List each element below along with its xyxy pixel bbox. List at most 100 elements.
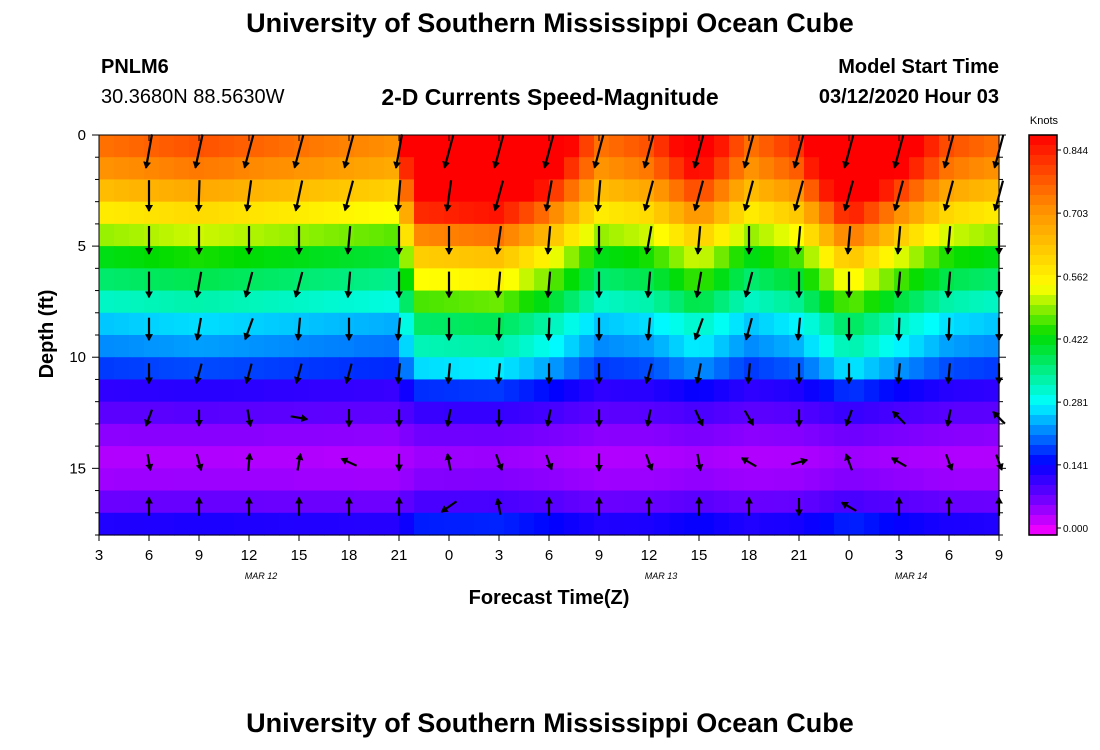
heatmap-cell [459,179,475,203]
current-vector [944,317,953,342]
current-vector [692,180,705,212]
heatmap-cell [684,268,700,292]
heatmap-cell [654,268,670,292]
heatmap-cell [309,268,325,292]
heatmap-cell [969,423,985,447]
heatmap-cell [309,223,325,247]
heatmap-cell [699,379,715,403]
heatmap-cell [984,312,1000,336]
heatmap-cell [429,335,445,358]
heatmap-cell [264,512,280,536]
heatmap-cell [549,490,565,514]
heatmap-cell [639,268,655,292]
current-vector [890,457,907,468]
heatmap-cell [174,423,190,447]
heatmap-cell [264,135,280,158]
heatmap-cell [279,379,295,403]
current-vector [743,271,754,298]
heatmap-cell [939,379,955,403]
current-vector [840,501,857,512]
current-vector [545,454,554,471]
current-vector [494,271,503,299]
heatmap-cell [249,401,265,425]
heatmap-cell [684,135,700,158]
heatmap-cell [309,335,325,358]
heatmap-cell [669,490,685,514]
heatmap-cell [864,357,880,381]
heatmap-cell [924,179,940,203]
heatmap-cell [324,246,340,269]
heatmap-cell [129,312,145,336]
heatmap-cell [174,290,190,314]
colorbar-tick-label: 0.422 [1063,335,1088,346]
heatmap-cell [774,179,790,203]
current-vector [295,452,304,471]
heatmap-cell [309,157,325,181]
current-vector [644,317,653,341]
heatmap-cell [984,335,1000,358]
heatmap-cell [399,268,415,292]
heatmap-cell [819,179,835,203]
heatmap-cell [699,468,715,492]
heatmap-cell [564,290,580,314]
heatmap-cell [384,135,400,158]
heatmap-cell [114,401,130,425]
heatmap-cell [594,423,610,447]
heatmap-cell [624,290,640,314]
heatmap-cell [894,268,910,292]
heatmap-cell [879,290,895,314]
heatmap-cell [504,468,520,492]
heatmap-cell [474,312,490,336]
heatmap-cell [264,179,280,203]
heatmap-cell [399,379,415,403]
heatmap-cell [969,357,985,381]
heatmap-cell [384,290,400,314]
heatmap-cell [309,357,325,381]
heatmap-cell [894,468,910,492]
heatmap-cell [399,290,415,314]
heatmap-cell [99,246,115,269]
current-vector [892,410,906,425]
heatmap-cell [174,157,190,181]
x-tick-label: 12 [641,547,658,564]
heatmap-cell [534,423,550,447]
heatmap-cell [669,335,685,358]
heatmap-cell [624,246,640,269]
heatmap-cell [369,246,385,269]
heatmap-cell [954,490,970,514]
heatmap-cell [99,179,115,203]
heatmap-cell [234,379,250,403]
heatmap-cell [864,179,880,203]
heatmap-cell [129,379,145,403]
heatmap-cell [279,135,295,158]
current-vector [544,317,553,342]
heatmap-cell [444,379,460,403]
heatmap-cell [639,290,655,314]
current-vector [194,363,203,385]
x-tick-label: 6 [545,547,553,564]
heatmap-cell [354,223,370,247]
heatmap-cell [144,179,160,203]
colorbar-segment [1029,415,1057,426]
heatmap-cell [399,490,415,514]
heatmap-cell [969,223,985,247]
heatmap-cell [264,223,280,247]
heatmap-cell [954,179,970,203]
colorbar-segment [1029,435,1057,446]
current-vector [543,180,553,212]
heatmap-cell [744,223,760,247]
heatmap-cell [849,312,865,336]
current-vector [790,457,809,466]
heatmap-cell [699,335,715,358]
heatmap-cell [159,401,175,425]
heatmap-cell [159,379,175,403]
heatmap-cell [879,446,895,469]
heatmap-cell [324,446,340,469]
heatmap-cell [654,135,670,158]
heatmap-cell [99,335,115,358]
heatmap-cell [309,312,325,336]
heatmap-cell [174,379,190,403]
heatmap-cell [369,379,385,403]
heatmap-cell [114,201,130,225]
heatmap-cell [954,423,970,447]
